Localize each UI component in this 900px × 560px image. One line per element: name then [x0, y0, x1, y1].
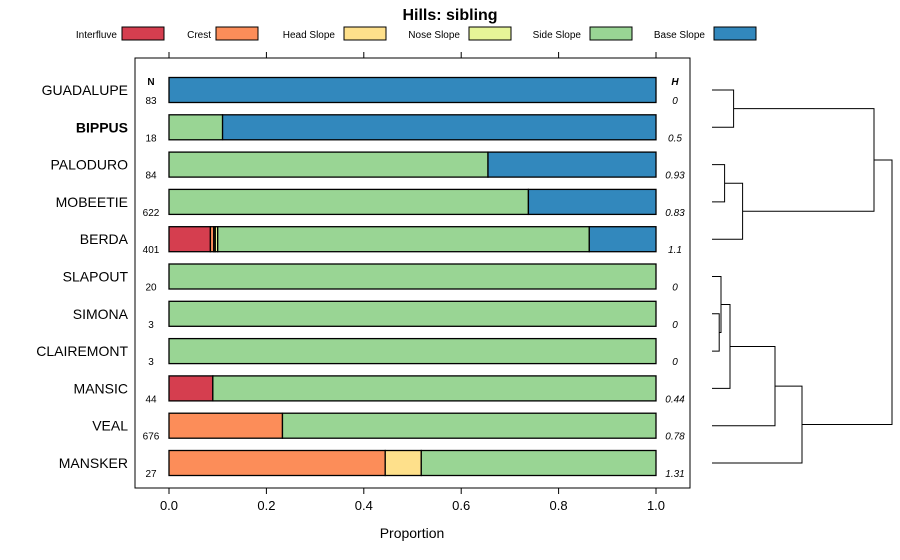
- n-value-mansker: 27: [145, 469, 157, 480]
- legend-label-interfluve: Interfluve: [76, 30, 118, 41]
- bar-simona-side-slope: [168, 300, 657, 327]
- n-values: 83 18 84 622 401 20 3 3 44 676 27: [143, 96, 160, 480]
- legend-swatch-head-slope: [343, 26, 387, 41]
- row-label-veal: VEAL: [92, 418, 128, 434]
- n-value-clairemont: 3: [148, 357, 154, 368]
- bar-mobeetie-side-slope: [168, 188, 530, 216]
- legend-swatch-side-slope: [589, 26, 633, 41]
- x-tick-label-0: 0.0: [160, 498, 178, 513]
- bar-mansic-interfluve: [168, 375, 214, 402]
- bar-paloduro-base-slope: [487, 151, 657, 178]
- bar-bippus-base-slope: [221, 114, 657, 141]
- bar-mansic-side-slope: [212, 375, 657, 402]
- h-column-header: H: [671, 77, 679, 88]
- row-label-mansker: MANSKER: [59, 455, 128, 471]
- bar-mansker-side-slope: [420, 449, 657, 477]
- n-value-berda: 401: [143, 245, 160, 256]
- bar-bippus-side-slope: [168, 114, 224, 141]
- chart-title: Hills: sibling: [402, 7, 497, 24]
- n-value-mobeetie: 622: [143, 208, 160, 219]
- legend: Interfluve Crest Head Slope Nose Slope Side …: [76, 26, 757, 41]
- h-value-berda: 1.1: [668, 245, 682, 256]
- legend-label-nose-slope: Nose Slope: [408, 30, 460, 41]
- bar-paloduro-side-slope: [168, 151, 489, 178]
- x-axis: 0.0 0.2 0.4 0.6 0.8 1.0: [160, 52, 665, 513]
- row-label-berda: BERDA: [80, 231, 129, 247]
- n-value-slapout: 20: [145, 283, 157, 294]
- x-tick-label-1: 0.2: [257, 498, 275, 513]
- bar-mansker-crest: [168, 449, 386, 477]
- x-axis-title: Proportion: [380, 525, 445, 541]
- bar-berda-side-slope: [217, 226, 590, 253]
- n-value-paloduro: 84: [145, 171, 157, 182]
- h-values: 0 0.5 0.93 0.83 1.1 0 0 0 0.44 0.78 1.31: [665, 96, 685, 480]
- h-value-veal: 0.78: [665, 432, 685, 443]
- n-value-guadalupe: 83: [145, 96, 157, 107]
- h-value-mansker: 1.31: [665, 469, 684, 480]
- x-tick-label-2: 0.4: [355, 498, 373, 513]
- h-value-bippus: 0.5: [668, 133, 682, 144]
- h-value-simona: 0: [672, 320, 678, 331]
- x-tick-label-5: 1.0: [647, 498, 665, 513]
- plot-panel: [134, 57, 691, 489]
- row-label-mansic: MANSIC: [74, 380, 128, 396]
- row-label-simona: SIMONA: [73, 306, 129, 322]
- dendrogram-link-5: [712, 182, 744, 240]
- row-label-guadalupe: GUADALUPE: [42, 82, 128, 98]
- bar-berda-base-slope: [588, 226, 657, 253]
- x-tick-label-3: 0.6: [452, 498, 470, 513]
- n-value-bippus: 18: [145, 133, 157, 144]
- bars: [168, 76, 657, 477]
- dendrogram-link-4: [712, 89, 735, 128]
- n-value-simona: 3: [148, 320, 154, 331]
- dendrogram-link-9: [802, 159, 893, 426]
- legend-swatch-crest: [215, 26, 259, 41]
- legend-label-base-slope: Base Slope: [654, 30, 706, 41]
- dendrogram-link-7: [712, 385, 803, 464]
- dendrogram: [712, 89, 893, 464]
- bar-mansker-head-slope: [384, 449, 422, 477]
- dendrogram-link-6: [712, 345, 776, 427]
- bar-clairemont-side-slope: [168, 337, 657, 365]
- row-label-slapout: SLAPOUT: [63, 269, 129, 285]
- legend-label-crest: Crest: [187, 30, 211, 41]
- dendrogram-link-0: [712, 313, 720, 352]
- bar-veal-side-slope: [281, 412, 657, 439]
- dendrogram-link-8: [733, 108, 875, 212]
- n-value-veal: 676: [143, 432, 160, 443]
- legend-swatch-base-slope: [713, 26, 757, 41]
- row-label-paloduro: PALODURO: [50, 157, 128, 173]
- legend-label-side-slope: Side Slope: [533, 30, 582, 41]
- h-value-slapout: 0: [672, 283, 678, 294]
- h-value-guadalupe: 0: [672, 96, 678, 107]
- h-value-mobeetie: 0.83: [665, 208, 685, 219]
- bar-guadalupe-base-slope: [168, 76, 657, 104]
- legend-swatch-interfluve: [121, 26, 165, 41]
- dendrogram-link-2: [712, 164, 726, 203]
- legend-label-head-slope: Head Slope: [283, 30, 336, 41]
- bar-slapout-side-slope: [168, 263, 657, 290]
- legend-swatch-nose-slope: [468, 26, 512, 41]
- bar-mobeetie-base-slope: [527, 188, 657, 216]
- x-tick-label-4: 0.8: [550, 498, 568, 513]
- row-labels: GUADALUPE BIPPUS PALODURO MOBEETIE BERDA SLAP…: [36, 82, 128, 471]
- n-column-header: N: [147, 77, 154, 88]
- row-label-clairemont: CLAIREMONT: [36, 343, 128, 359]
- n-value-mansic: 44: [145, 394, 157, 405]
- bar-berda-interfluve: [168, 226, 212, 253]
- row-label-mobeetie: MOBEETIE: [56, 194, 128, 210]
- h-value-paloduro: 0.93: [665, 171, 685, 182]
- h-value-clairemont: 0: [672, 357, 678, 368]
- row-label-bippus: BIPPUS: [76, 119, 128, 135]
- bar-veal-crest: [168, 412, 284, 439]
- h-value-mansic: 0.44: [665, 394, 685, 405]
